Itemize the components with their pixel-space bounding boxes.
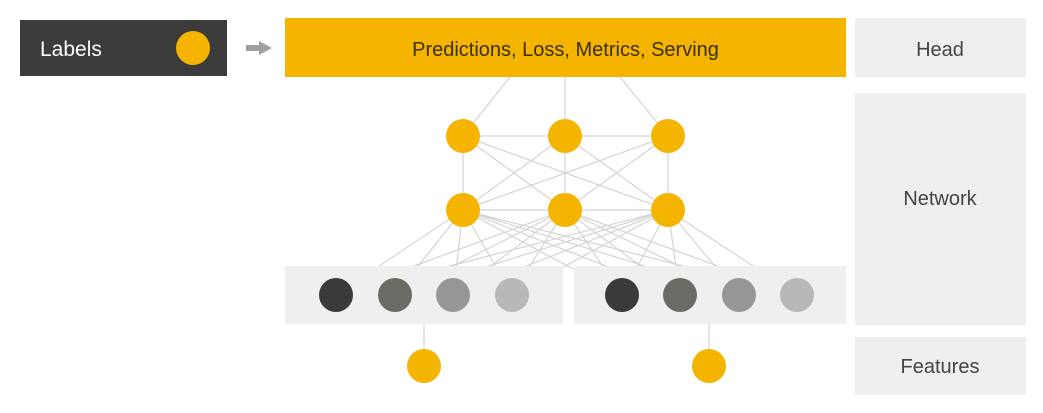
layer-label-network-panel bbox=[855, 93, 1026, 325]
layer-label-head-panel bbox=[855, 18, 1026, 77]
embedding-node bbox=[605, 278, 639, 312]
layer-label-features: Features bbox=[901, 356, 980, 378]
feature-nodes bbox=[407, 349, 726, 383]
hidden-node bbox=[651, 119, 685, 153]
layer-label-network: Network bbox=[903, 188, 977, 210]
edge-hidden-hidden bbox=[564, 135, 669, 211]
head-bar-text: Predictions, Loss, Metrics, Serving bbox=[412, 39, 719, 61]
embedding-node bbox=[722, 278, 756, 312]
hidden-node bbox=[446, 193, 480, 227]
edge-hidden-hidden bbox=[462, 135, 566, 211]
embedding-node bbox=[319, 278, 353, 312]
arrow-icon bbox=[246, 41, 272, 55]
embedding-node bbox=[436, 278, 470, 312]
feature-node bbox=[692, 349, 726, 383]
layer-label-head: Head bbox=[916, 39, 964, 61]
layer-label-features-panel bbox=[855, 337, 1026, 395]
embedding-node bbox=[780, 278, 814, 312]
edge-hidden-hidden bbox=[462, 135, 669, 211]
hidden-node bbox=[651, 193, 685, 227]
labels-box-text: Labels bbox=[40, 38, 102, 61]
labels-node bbox=[176, 31, 210, 65]
hidden-layer-nodes bbox=[446, 119, 685, 227]
hidden-node bbox=[446, 119, 480, 153]
hidden-node bbox=[548, 119, 582, 153]
feature-node bbox=[407, 349, 441, 383]
head-bar bbox=[285, 18, 846, 77]
embedding-node bbox=[495, 278, 529, 312]
embedding-node bbox=[663, 278, 697, 312]
embedding-nodes bbox=[319, 278, 814, 312]
embedding-node bbox=[378, 278, 412, 312]
hidden-node bbox=[548, 193, 582, 227]
